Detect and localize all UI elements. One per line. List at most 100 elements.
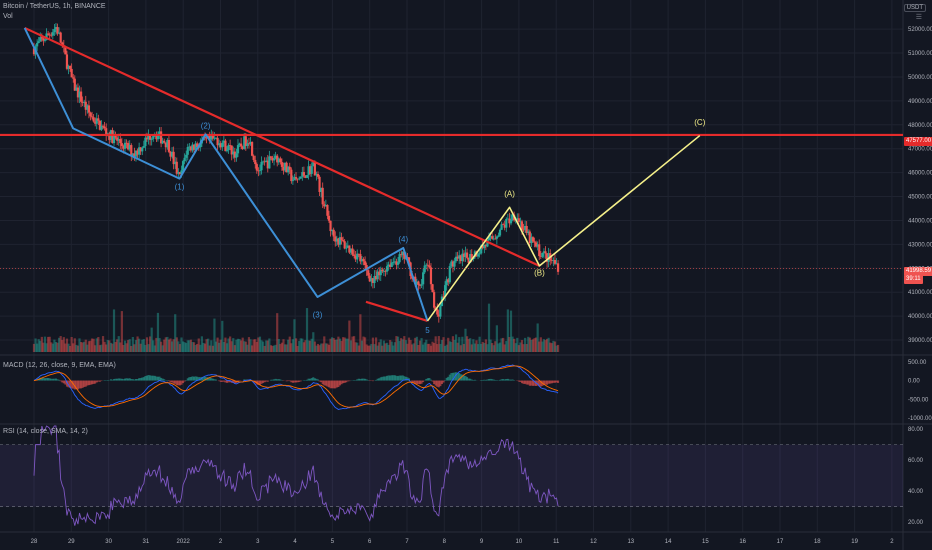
volume-bar bbox=[492, 345, 495, 352]
macd-histogram-bar bbox=[484, 379, 487, 381]
macd-histogram-bar bbox=[519, 380, 522, 382]
macd-histogram-bar bbox=[76, 380, 79, 390]
volume-bar bbox=[509, 310, 513, 352]
volume-bar bbox=[345, 338, 348, 352]
volume-bar bbox=[511, 336, 514, 352]
candle-body bbox=[265, 160, 268, 162]
macd-histogram-bar bbox=[119, 378, 122, 381]
macd-histogram-bar bbox=[70, 380, 73, 389]
volume-bar bbox=[470, 344, 473, 352]
candle-body bbox=[205, 137, 208, 139]
macd-histogram-bar bbox=[258, 380, 261, 385]
volume-bar bbox=[268, 338, 271, 352]
candle-body bbox=[519, 221, 522, 223]
macd-histogram-bar bbox=[517, 380, 520, 382]
volume-bar bbox=[321, 343, 324, 352]
candle-body bbox=[315, 174, 318, 176]
candle-body bbox=[304, 175, 307, 178]
candle-body bbox=[531, 237, 535, 242]
volume-bar bbox=[34, 338, 37, 352]
volume-bar bbox=[170, 341, 174, 352]
volume-bar bbox=[506, 309, 509, 352]
macd-histogram-bar bbox=[412, 380, 415, 383]
candle-body bbox=[79, 91, 83, 102]
candle-body bbox=[381, 269, 384, 272]
date-tick-label: 28 bbox=[31, 539, 38, 545]
candle-body bbox=[152, 135, 155, 139]
candle-body bbox=[65, 54, 69, 69]
volume-bar bbox=[307, 340, 310, 352]
macd-histogram-bar bbox=[54, 378, 57, 381]
macd-label[interactable]: MACD (12, 26, close, 9, EMA, EMA) bbox=[3, 362, 116, 369]
candle-body bbox=[363, 261, 367, 266]
candle-body bbox=[39, 37, 42, 42]
volume-bar bbox=[555, 345, 558, 352]
volume-bar bbox=[290, 343, 293, 352]
macd-histogram-bar bbox=[197, 377, 200, 381]
volume-bar bbox=[528, 337, 531, 352]
volume-bar bbox=[469, 338, 472, 352]
volume-bar bbox=[425, 339, 428, 352]
volume-bar bbox=[491, 343, 494, 352]
macd-histogram-bar bbox=[131, 379, 134, 381]
volume-bar bbox=[276, 313, 279, 352]
macd-histogram-bar bbox=[180, 380, 183, 385]
macd-histogram-bar bbox=[331, 380, 334, 389]
volume-bar bbox=[58, 337, 61, 352]
volume-bar bbox=[443, 345, 447, 352]
volume-bar bbox=[105, 344, 108, 352]
volume-bar bbox=[163, 339, 166, 352]
candle-body bbox=[503, 224, 506, 228]
currency-badge[interactable]: USDT bbox=[903, 4, 926, 12]
macd-histogram-bar bbox=[142, 377, 145, 381]
candle-body bbox=[407, 257, 411, 263]
macd-histogram-bar bbox=[436, 380, 439, 387]
volume-bar bbox=[363, 337, 367, 352]
candle-body bbox=[244, 136, 247, 146]
macd-histogram-bar bbox=[193, 376, 196, 381]
macd-histogram-bar bbox=[89, 380, 92, 385]
volume-bar bbox=[222, 341, 225, 352]
volume-bar bbox=[346, 338, 349, 352]
candle-body bbox=[498, 229, 502, 236]
candle-body bbox=[541, 252, 544, 257]
volume-bar bbox=[401, 339, 404, 352]
price-tick-label: 44000.00 bbox=[908, 218, 932, 224]
candle-body bbox=[54, 27, 58, 30]
volume-bar bbox=[547, 337, 550, 352]
volume-bar bbox=[519, 342, 522, 352]
candle-body bbox=[142, 146, 145, 148]
macd-histogram-bar bbox=[136, 379, 139, 381]
macd-histogram-bar bbox=[411, 380, 414, 382]
symbol-title[interactable]: Bitcoin / TetherUS, 1h, BINANCE bbox=[3, 3, 106, 10]
macd-histogram-bar bbox=[213, 379, 216, 381]
candle-body bbox=[437, 314, 440, 317]
candle-body bbox=[280, 162, 284, 167]
candle-body bbox=[376, 271, 379, 280]
volume-bar bbox=[261, 341, 265, 352]
candle-body bbox=[481, 245, 484, 249]
volume-bar bbox=[423, 342, 426, 352]
volume-bar bbox=[153, 345, 156, 352]
macd-histogram-bar bbox=[167, 380, 170, 382]
candle-body bbox=[294, 177, 298, 179]
rsi-label[interactable]: RSI (14, close, SMA, 14, 2) bbox=[3, 428, 88, 435]
candle-body bbox=[555, 263, 558, 265]
candle-body bbox=[159, 131, 163, 144]
candle-body bbox=[393, 261, 396, 263]
candle-body bbox=[445, 279, 448, 286]
macd-histogram-bar bbox=[544, 380, 547, 385]
volume-bar bbox=[352, 336, 356, 352]
candle-body bbox=[544, 251, 547, 254]
volume-bar bbox=[334, 339, 337, 352]
macd-histogram-bar bbox=[508, 379, 511, 381]
macd-histogram-bar bbox=[127, 378, 130, 381]
candle-body bbox=[524, 225, 527, 230]
date-tick-label: 11 bbox=[553, 539, 560, 545]
macd-histogram-bar bbox=[455, 372, 458, 381]
scale-settings-icon[interactable]: ☰ bbox=[915, 14, 922, 21]
candle-body bbox=[252, 155, 255, 160]
volume-bar bbox=[271, 345, 274, 352]
macd-histogram-bar bbox=[100, 380, 103, 382]
